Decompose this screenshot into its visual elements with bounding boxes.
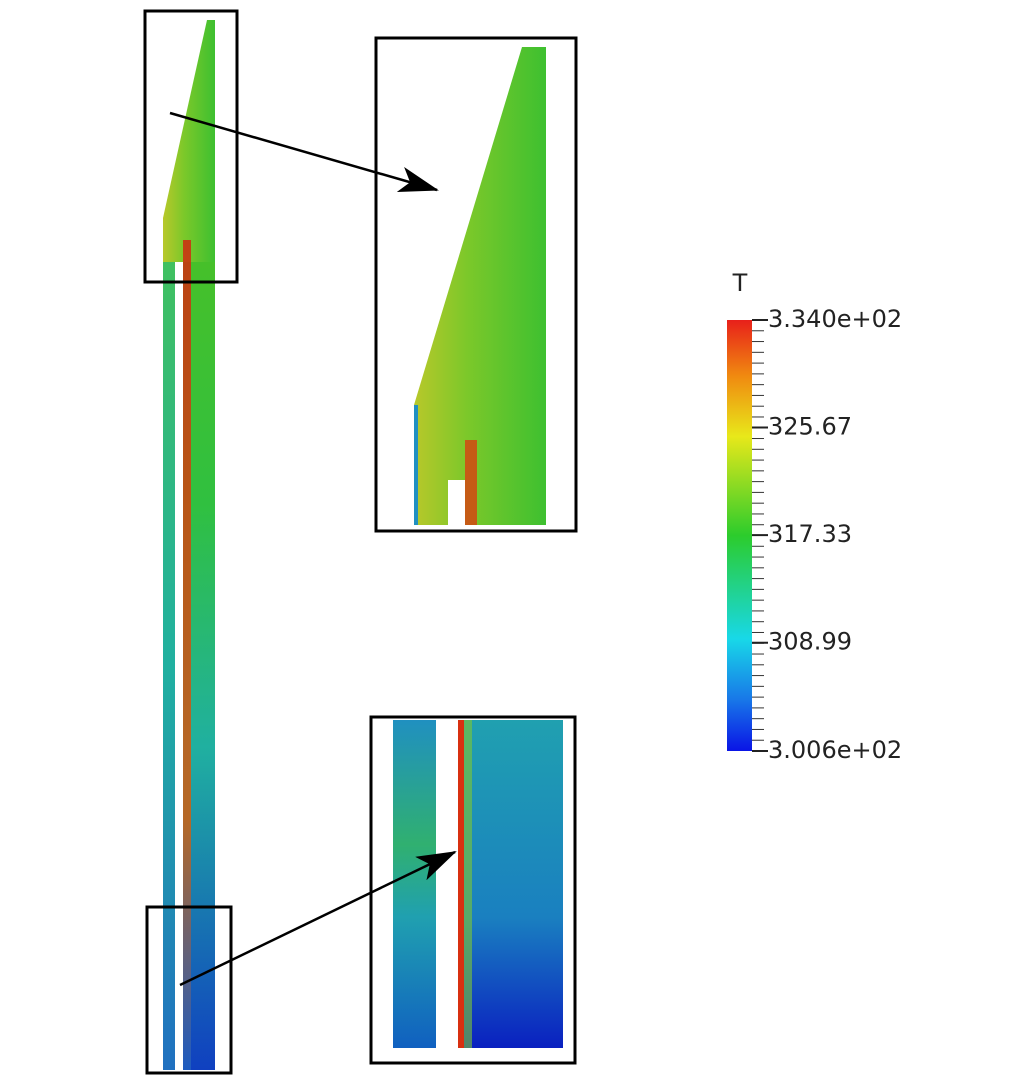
zoom-box-top	[143, 9, 239, 284]
tick-label: 3.340e+02	[768, 305, 902, 333]
upper-region	[163, 20, 215, 262]
colorbar-title: T	[732, 269, 748, 297]
hot-wall	[183, 240, 191, 1070]
colorbar: T 3.340e+02 325.67 317.33 308.99 3.006e+02	[727, 269, 902, 764]
inset-bottom-left	[393, 720, 436, 1048]
tick-label: 325.67	[768, 412, 852, 440]
inset-bottom-right	[458, 720, 563, 1048]
inset-bottom-gap	[436, 720, 458, 1048]
inset-bottom	[369, 715, 577, 1065]
inset-top-cold-edge	[414, 405, 418, 525]
tick-label: 3.006e+02	[768, 736, 902, 764]
inset-bottom-warm	[464, 720, 472, 1048]
inset-top-field	[414, 47, 546, 525]
arrow	[179, 850, 457, 987]
gap	[175, 262, 183, 1070]
inset-top-gap	[448, 480, 465, 525]
inset-bottom-hot	[458, 720, 464, 1048]
arrow	[169, 111, 439, 192]
domain	[163, 20, 215, 1070]
zoom-box-bottom	[145, 905, 233, 1075]
inset-top	[374, 36, 578, 533]
inset-top-hot	[465, 440, 477, 525]
color-scale	[727, 320, 752, 751]
tick-label: 317.33	[768, 520, 852, 548]
left-channel	[163, 262, 175, 1070]
tick-label: 308.99	[768, 628, 852, 656]
